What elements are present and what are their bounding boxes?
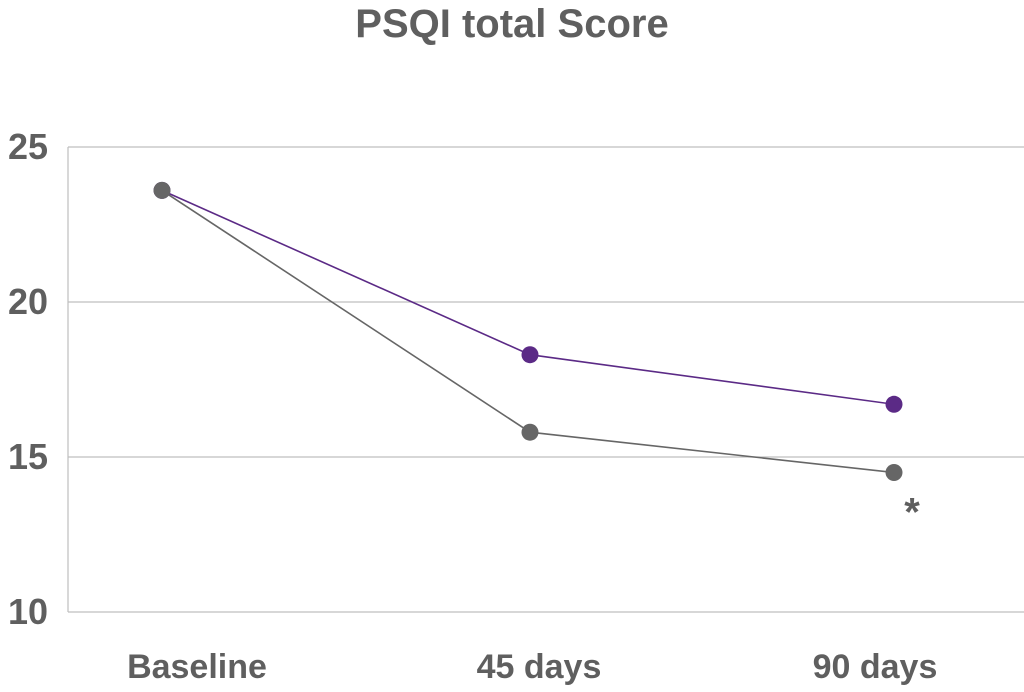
y-tick-label-25: 25 xyxy=(8,126,48,167)
y-axis-ticks: 10 15 20 25 xyxy=(8,126,48,632)
axes xyxy=(67,147,1024,613)
series-1-point-3 xyxy=(885,395,903,413)
series-1-point-2 xyxy=(521,346,539,364)
annotations: * xyxy=(904,491,920,535)
y-tick-label-15: 15 xyxy=(8,436,48,477)
y-tick-label-10: 10 xyxy=(8,591,48,632)
x-tick-label-3: 90 days xyxy=(813,648,938,686)
x-tick-label-1: Baseline xyxy=(127,648,267,686)
x-axis-ticks: Baseline 45 days 90 days xyxy=(127,648,937,686)
annotation-asterisk: * xyxy=(904,491,920,535)
series-2-point-2 xyxy=(521,423,539,441)
x-tick-label-2: 45 days xyxy=(477,648,602,686)
series-1-line xyxy=(161,189,895,406)
y-tick-label-20: 20 xyxy=(8,281,48,322)
series-2-point-1 xyxy=(153,181,171,199)
gridlines xyxy=(68,146,1024,458)
series xyxy=(153,181,903,481)
series-2-point-3 xyxy=(885,464,903,481)
chart-title: PSQI total Score xyxy=(355,2,669,46)
